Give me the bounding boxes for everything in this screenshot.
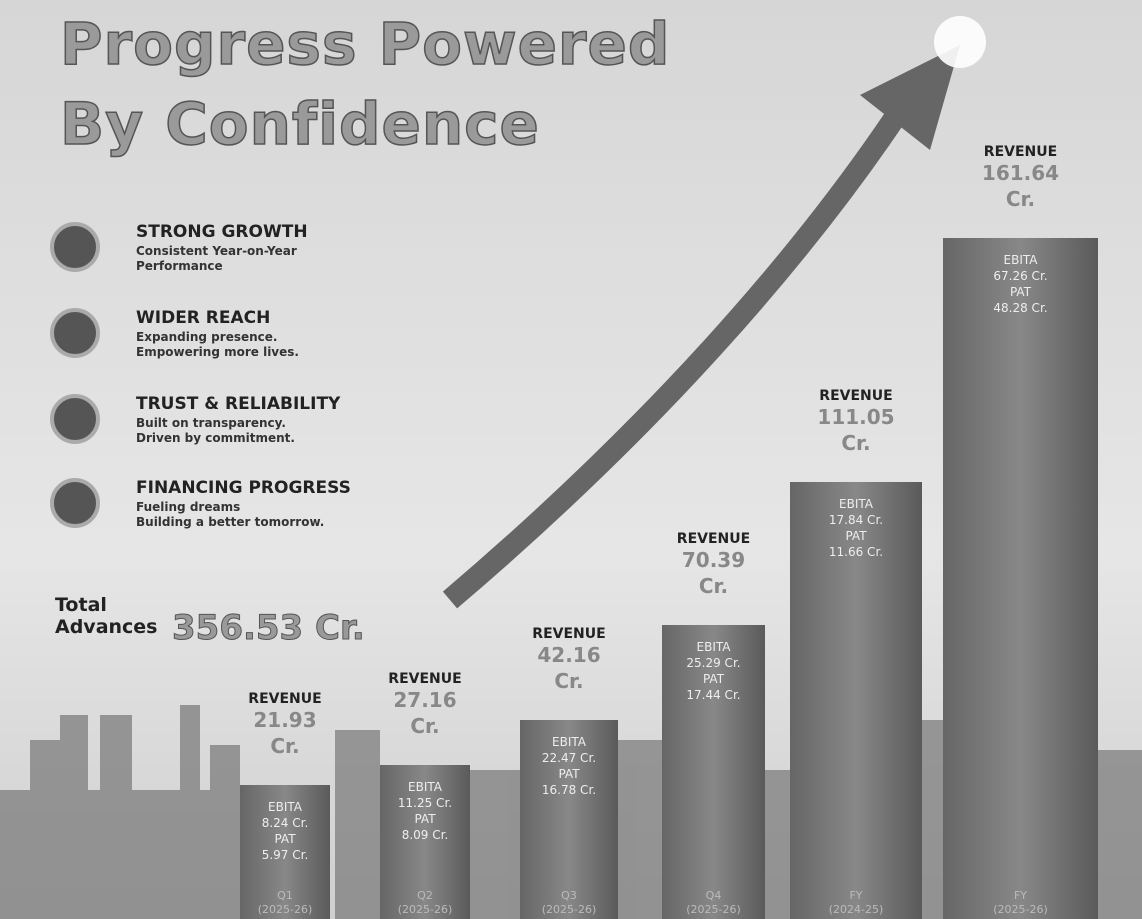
revenue-title: REVENUE <box>220 691 350 707</box>
revenue-title: REVENUE <box>770 388 942 404</box>
title: Progress Powered <box>60 10 670 78</box>
feature-text: Built on transparency. <box>136 416 286 430</box>
revenue-value: 161.64 <box>923 160 1118 186</box>
revenue-value: 70.39 <box>642 547 785 573</box>
feature-text: Performance <box>136 259 223 273</box>
feature-text: Driven by commitment. <box>136 431 295 445</box>
text: Advances <box>55 616 158 638</box>
icon <box>50 308 100 358</box>
revenue-title: REVENUE <box>923 144 1118 160</box>
period: FY(2024-25) <box>790 889 922 917</box>
bar-text: EBITA <box>943 252 1098 268</box>
period-name: Q1 <box>240 889 330 903</box>
feature-text: Building a better tomorrow. <box>136 515 324 529</box>
feature-title: FINANCING PROGRESS <box>136 478 351 498</box>
bar-text: EBITA <box>790 496 922 512</box>
period-year: (2025-26) <box>662 903 765 917</box>
bar-text: PAT <box>240 831 330 847</box>
revenue-unit: Cr. <box>360 713 490 739</box>
period: Q4(2025-26) <box>662 889 765 917</box>
period-name: Q3 <box>520 889 618 903</box>
bar-text: 11.25 Cr. <box>380 795 470 811</box>
feature-text: Empowering more lives. <box>136 345 299 359</box>
page: Progress Powered By Confidence TotalAdva… <box>0 0 1142 919</box>
period-name: FY <box>943 889 1098 903</box>
revenue-unit: Cr. <box>500 668 638 694</box>
revenue-title: REVENUE <box>500 626 638 642</box>
bar-text: 48.28 Cr. <box>943 300 1098 316</box>
bar-text: 5.97 Cr. <box>240 847 330 863</box>
feature-text: Fueling dreams <box>136 500 240 514</box>
period-year: (2025-26) <box>520 903 618 917</box>
period: Q3(2025-26) <box>520 889 618 917</box>
revenue-title: REVENUE <box>642 531 785 547</box>
revenue-value: 27.16 <box>360 687 490 713</box>
feature: TRUST & RELIABILITY Built on transparency… <box>50 394 450 464</box>
bar-text: PAT <box>380 811 470 827</box>
bar-text: 8.09 Cr. <box>380 827 470 843</box>
bar-text: EBITA <box>662 639 765 655</box>
bar-text: PAT <box>943 284 1098 300</box>
bar-text: PAT <box>520 766 618 782</box>
bar-text: 16.78 Cr. <box>520 782 618 798</box>
bar-text: EBITA <box>520 734 618 750</box>
period-name: Q4 <box>662 889 765 903</box>
total-value: 356.53 Cr. <box>172 608 365 648</box>
feature-title: WIDER REACH <box>136 308 270 328</box>
feature-text: Expanding presence. <box>136 330 277 344</box>
bar-text: 22.47 Cr. <box>520 750 618 766</box>
bar-text: EBITA <box>240 799 330 815</box>
revenue-unit: Cr. <box>923 186 1118 212</box>
revenue-value: 111.05 <box>770 404 942 430</box>
revenue-unit: Cr. <box>220 733 350 759</box>
period: FY(2025-26) <box>943 889 1098 917</box>
bar-text: PAT <box>790 528 922 544</box>
bar-text: 11.66 Cr. <box>790 544 922 560</box>
bar-text: 67.26 Cr. <box>943 268 1098 284</box>
revenue-unit: Cr. <box>770 430 942 456</box>
bar-text: EBITA <box>380 779 470 795</box>
bar-text: 25.29 Cr. <box>662 655 765 671</box>
bar-text: 8.24 Cr. <box>240 815 330 831</box>
feature-title: STRONG GROWTH <box>136 222 308 242</box>
revenue-title: REVENUE <box>360 671 490 687</box>
period-year: (2025-26) <box>380 903 470 917</box>
revenue-value: 21.93 <box>220 707 350 733</box>
text: Total <box>55 594 158 616</box>
period: Q2(2025-26) <box>380 889 470 917</box>
revenue-unit: Cr. <box>642 573 785 599</box>
bar-text: PAT <box>662 671 765 687</box>
feature: WIDER REACH Expanding presence.Empowering… <box>50 308 450 378</box>
revenue-value: 42.16 <box>500 642 638 668</box>
feature-text: Consistent Year-on-Year <box>136 244 297 258</box>
feature-title: TRUST & RELIABILITY <box>136 394 340 414</box>
period-year: (2024-25) <box>790 903 922 917</box>
period-year: (2025-26) <box>240 903 330 917</box>
title: By Confidence <box>60 90 540 158</box>
bar-text: 17.84 Cr. <box>790 512 922 528</box>
bar-text: 17.44 Cr. <box>662 687 765 703</box>
period-name: Q2 <box>380 889 470 903</box>
icon <box>50 222 100 272</box>
period-name: FY <box>790 889 922 903</box>
icon <box>50 394 100 444</box>
icon <box>50 478 100 528</box>
period: Q1(2025-26) <box>240 889 330 917</box>
period-year: (2025-26) <box>943 903 1098 917</box>
